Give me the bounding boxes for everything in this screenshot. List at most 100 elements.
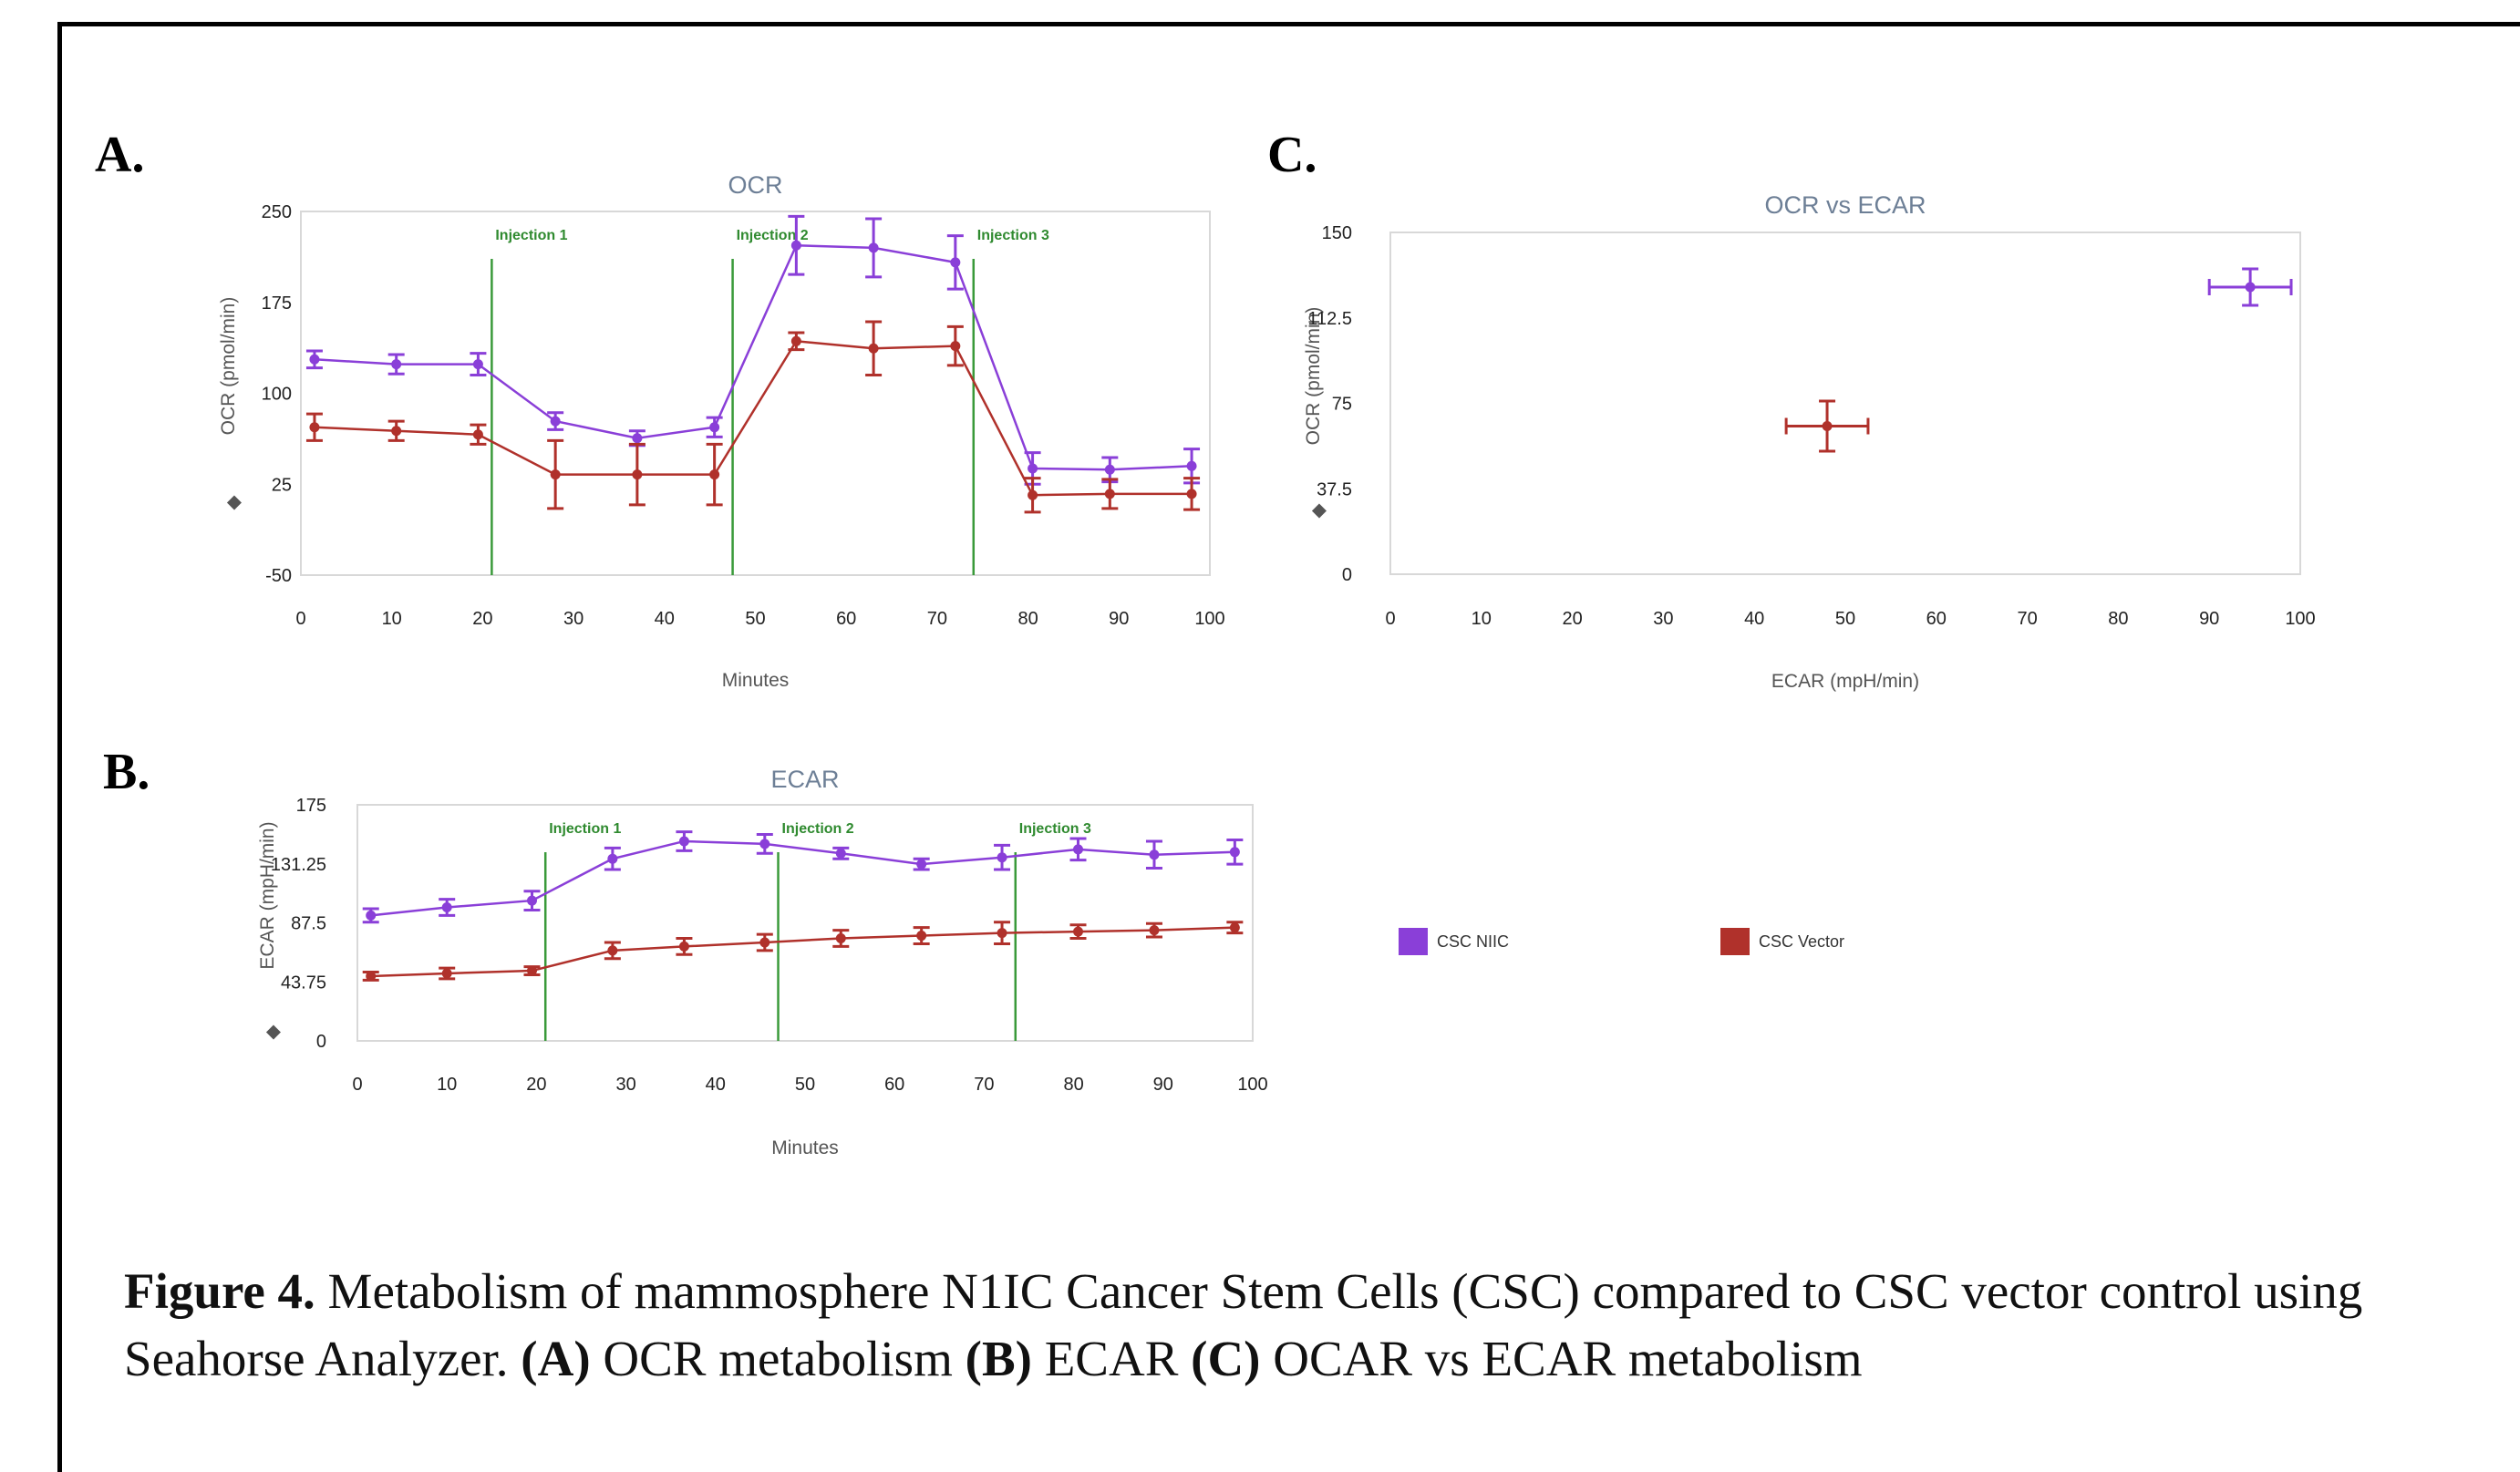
x-tick-label: 20	[472, 609, 492, 629]
x-tick-label: 40	[1744, 609, 1764, 629]
x-tick-label: 0	[295, 609, 305, 629]
caption-figure-label: Figure 4.	[124, 1263, 315, 1319]
axis-marker-icon: ◆	[227, 491, 243, 512]
x-tick-label: 90	[1109, 609, 1129, 629]
x-tick-label: 20	[1562, 609, 1582, 629]
panel-label-a: A.	[95, 127, 145, 183]
y-tick-label: 100	[262, 385, 292, 405]
figure-frame	[57, 22, 2520, 1472]
x-tick-label: 0	[352, 1075, 362, 1095]
data-point	[526, 965, 537, 976]
y-tick-label: -50	[265, 566, 292, 586]
data-point	[678, 941, 689, 952]
axis-marker-icon: ◆	[1312, 499, 1327, 520]
data-point	[366, 971, 377, 982]
y-tick-label: 0	[1342, 565, 1352, 585]
panel-label-b: B.	[103, 744, 150, 800]
y-tick-label: 43.75	[281, 973, 326, 993]
figure-caption: Figure 4. Metabolism of mammosphere N1IC…	[124, 1258, 2494, 1393]
y-axis-label: ECAR (mpH/min)	[257, 821, 278, 969]
data-point	[472, 429, 483, 440]
caption-text-3: ECAR	[1031, 1331, 1192, 1386]
data-point	[950, 257, 961, 268]
data-point	[1186, 489, 1197, 499]
data-point	[790, 335, 801, 346]
legend-item-niic: CSC NIIC	[1399, 928, 1509, 955]
data-point	[1104, 489, 1115, 499]
data-point	[950, 341, 961, 352]
legend-swatch-vector	[1720, 928, 1750, 955]
x-tick-label: 50	[1835, 609, 1855, 629]
x-tick-label: 10	[437, 1075, 457, 1095]
x-tick-label: 60	[1926, 609, 1947, 629]
y-tick-label: 131.25	[271, 855, 326, 875]
y-tick-label: 175	[262, 293, 292, 314]
data-point	[550, 469, 561, 480]
y-tick-label: 250	[262, 202, 292, 222]
data-point	[550, 416, 561, 427]
y-tick-label: 25	[272, 475, 292, 495]
injection-label-1: Injection 1	[495, 228, 567, 243]
data-point	[916, 931, 927, 942]
x-tick-label: 100	[1237, 1075, 1267, 1095]
data-point	[1149, 849, 1160, 860]
data-point	[709, 469, 720, 480]
data-point	[309, 422, 320, 433]
x-tick-label: 70	[927, 609, 947, 629]
x-axis-label: Minutes	[771, 1137, 839, 1158]
x-tick-label: 60	[884, 1075, 904, 1095]
caption-a: (A)	[521, 1331, 591, 1386]
data-point	[632, 433, 643, 444]
data-point	[1149, 925, 1160, 936]
y-tick-label: 112.5	[1307, 309, 1352, 329]
data-point	[441, 968, 452, 979]
legend-swatch-niic	[1399, 928, 1428, 955]
data-point	[759, 839, 770, 849]
x-tick-label: 50	[795, 1075, 815, 1095]
data-point-2	[1822, 421, 1833, 431]
data-point	[309, 354, 320, 365]
legend-label-vector: CSC Vector	[1759, 932, 1845, 951]
x-tick-label: 60	[836, 609, 856, 629]
x-tick-label: 80	[1063, 1075, 1083, 1095]
y-tick-label: 175	[296, 796, 326, 816]
data-point	[1073, 926, 1084, 937]
x-tick-label: 10	[382, 609, 402, 629]
x-tick-label: 70	[974, 1075, 994, 1095]
data-point	[1229, 922, 1240, 933]
data-point	[472, 359, 483, 370]
caption-b: (B)	[965, 1331, 1032, 1386]
x-tick-label: 100	[1194, 609, 1224, 629]
x-tick-label: 90	[2199, 609, 2219, 629]
injection-label-2: Injection 2	[737, 228, 809, 243]
x-tick-label: 80	[1017, 609, 1038, 629]
legend-label-niic: CSC NIIC	[1437, 932, 1510, 951]
data-point	[391, 359, 402, 370]
data-point	[709, 422, 720, 433]
y-tick-label: 87.5	[291, 914, 326, 934]
y-tick-label: 150	[1322, 223, 1352, 243]
panel-label-c: C.	[1267, 127, 1317, 183]
y-tick-label: 75	[1332, 395, 1352, 415]
series-line-1	[370, 839, 1235, 917]
data-point	[1028, 489, 1038, 500]
axis-marker-icon: ◆	[266, 1021, 282, 1042]
series-line-1	[314, 243, 1193, 471]
plot-area	[356, 804, 1254, 1042]
x-tick-label: 30	[563, 609, 584, 629]
data-point	[366, 910, 377, 921]
chart-title: OCR	[728, 171, 783, 199]
data-point	[1073, 844, 1084, 855]
series-line-2	[370, 926, 1235, 978]
x-tick-label: 40	[706, 1075, 726, 1095]
x-tick-label: 100	[2285, 609, 2315, 629]
data-point	[835, 848, 846, 859]
x-axis-label: ECAR (mpH/min)	[1771, 671, 1919, 692]
chart-title: ECAR	[770, 766, 839, 793]
x-tick-label: 80	[2108, 609, 2128, 629]
x-tick-label: 50	[745, 609, 765, 629]
plot-area	[1389, 232, 2301, 575]
data-point	[632, 469, 643, 480]
